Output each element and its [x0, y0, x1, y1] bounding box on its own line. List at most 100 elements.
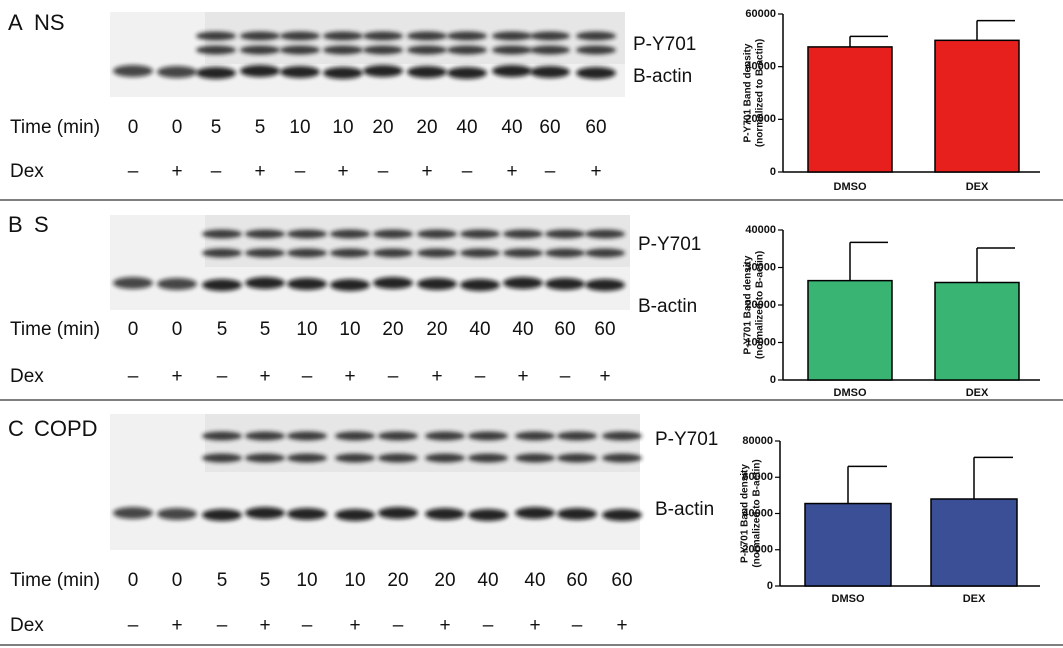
band-label: P-Y701: [633, 34, 696, 55]
time-value: 10: [296, 570, 317, 591]
blot-band: [557, 453, 597, 463]
blot-band: [585, 248, 625, 258]
blot-region: [205, 215, 630, 267]
blot-band: [407, 66, 447, 78]
blot-band: [530, 31, 570, 41]
x-tick-label: DMSO: [834, 387, 867, 399]
blot-band: [378, 431, 418, 441]
time-value: 60: [594, 319, 615, 340]
blot-band: [157, 66, 197, 78]
panel: A NS P-Y701 B-actin Time (min) Dex 0 – 0 +5 – 5 +10 –…: [8, 8, 1040, 193]
blot-band: [503, 248, 543, 258]
y-tick-label: 20000: [745, 299, 776, 311]
blot-band: [245, 507, 285, 519]
blot-band: [468, 431, 508, 441]
row-label: Time (min): [10, 570, 100, 591]
y-tick-label: 0: [770, 374, 776, 386]
blot-band: [287, 278, 327, 290]
bar: [934, 39, 1020, 173]
time-value: 40: [501, 117, 522, 138]
blot-band: [202, 248, 242, 258]
blot-band: [196, 67, 236, 79]
blot-band: [378, 453, 418, 463]
blot-band: [530, 45, 570, 55]
blot-band: [492, 65, 532, 77]
blot-band: [245, 229, 285, 239]
blot-band: [335, 453, 375, 463]
band-label: P-Y701: [655, 429, 718, 450]
dex-value: +: [590, 161, 601, 182]
band-label: B-actin: [633, 66, 692, 87]
band-label: B-actin: [655, 499, 714, 520]
x-tick-label: DMSO: [834, 181, 867, 193]
time-value: 40: [512, 319, 533, 340]
y-tick-label: 0: [770, 166, 776, 178]
blot-band: [113, 277, 153, 289]
row-label: Time (min): [10, 117, 100, 138]
dex-value: –: [211, 161, 222, 182]
blot-band: [323, 31, 363, 41]
x-tick-label: DEX: [963, 593, 986, 605]
time-value: 60: [566, 570, 587, 591]
time-value: 5: [260, 319, 271, 340]
blot-band: [245, 431, 285, 441]
dex-value: –: [388, 366, 399, 387]
blot-band: [503, 229, 543, 239]
y-tick-label: 30000: [745, 261, 776, 273]
blot-band: [330, 248, 370, 258]
blot-band: [492, 45, 532, 55]
panel-title: S: [34, 212, 49, 237]
blot-band: [245, 248, 285, 258]
dex-value: +: [599, 366, 610, 387]
blot-band: [373, 277, 413, 289]
row-label: Dex: [10, 161, 44, 182]
dex-value: +: [439, 615, 450, 636]
blot-band: [447, 67, 487, 79]
blot-band: [202, 431, 242, 441]
blot-band: [245, 453, 285, 463]
dex-value: +: [171, 161, 182, 182]
x-tick-label: DEX: [966, 181, 989, 193]
bar-chart: 0 20000 40000 60000 P-Y701 Band density (norm…: [743, 8, 1040, 193]
blot-band: [113, 507, 153, 519]
bar: [934, 281, 1020, 381]
blot-band: [425, 431, 465, 441]
dex-value: +: [344, 366, 355, 387]
time-value: 5: [255, 117, 266, 138]
time-value: 0: [128, 319, 139, 340]
y-axis-label: P-Y701 Band density: [743, 43, 754, 142]
x-tick-label: DEX: [966, 387, 989, 399]
blot-band: [202, 229, 242, 239]
blot-band: [515, 507, 555, 519]
blot-band: [417, 278, 457, 290]
dex-value: +: [171, 615, 182, 636]
y-tick-label: 40000: [742, 507, 773, 519]
dex-value: –: [217, 615, 228, 636]
time-value: 20: [382, 319, 403, 340]
blot-band: [202, 279, 242, 291]
blot-band: [447, 31, 487, 41]
time-value: 0: [128, 117, 139, 138]
bar: [807, 46, 893, 173]
blot-band: [280, 45, 320, 55]
time-value: 20: [426, 319, 447, 340]
dex-value: +: [431, 366, 442, 387]
blot-band: [407, 31, 447, 41]
time-value: 5: [260, 570, 271, 591]
time-value: 40: [524, 570, 545, 591]
y-axis-label: P-Y701 Band density: [740, 464, 751, 563]
blot-band: [287, 431, 327, 441]
blot-band: [545, 278, 585, 290]
blot-band: [602, 509, 642, 521]
dex-value: –: [545, 161, 556, 182]
blot-band: [335, 431, 375, 441]
dex-value: –: [393, 615, 404, 636]
blot-band: [373, 248, 413, 258]
blot-band: [468, 509, 508, 521]
blot-band: [113, 65, 153, 77]
time-value: 20: [372, 117, 393, 138]
panel-title: NS: [34, 10, 65, 35]
blot-band: [530, 66, 570, 78]
dex-value: –: [217, 366, 228, 387]
band-label: P-Y701: [638, 234, 701, 255]
